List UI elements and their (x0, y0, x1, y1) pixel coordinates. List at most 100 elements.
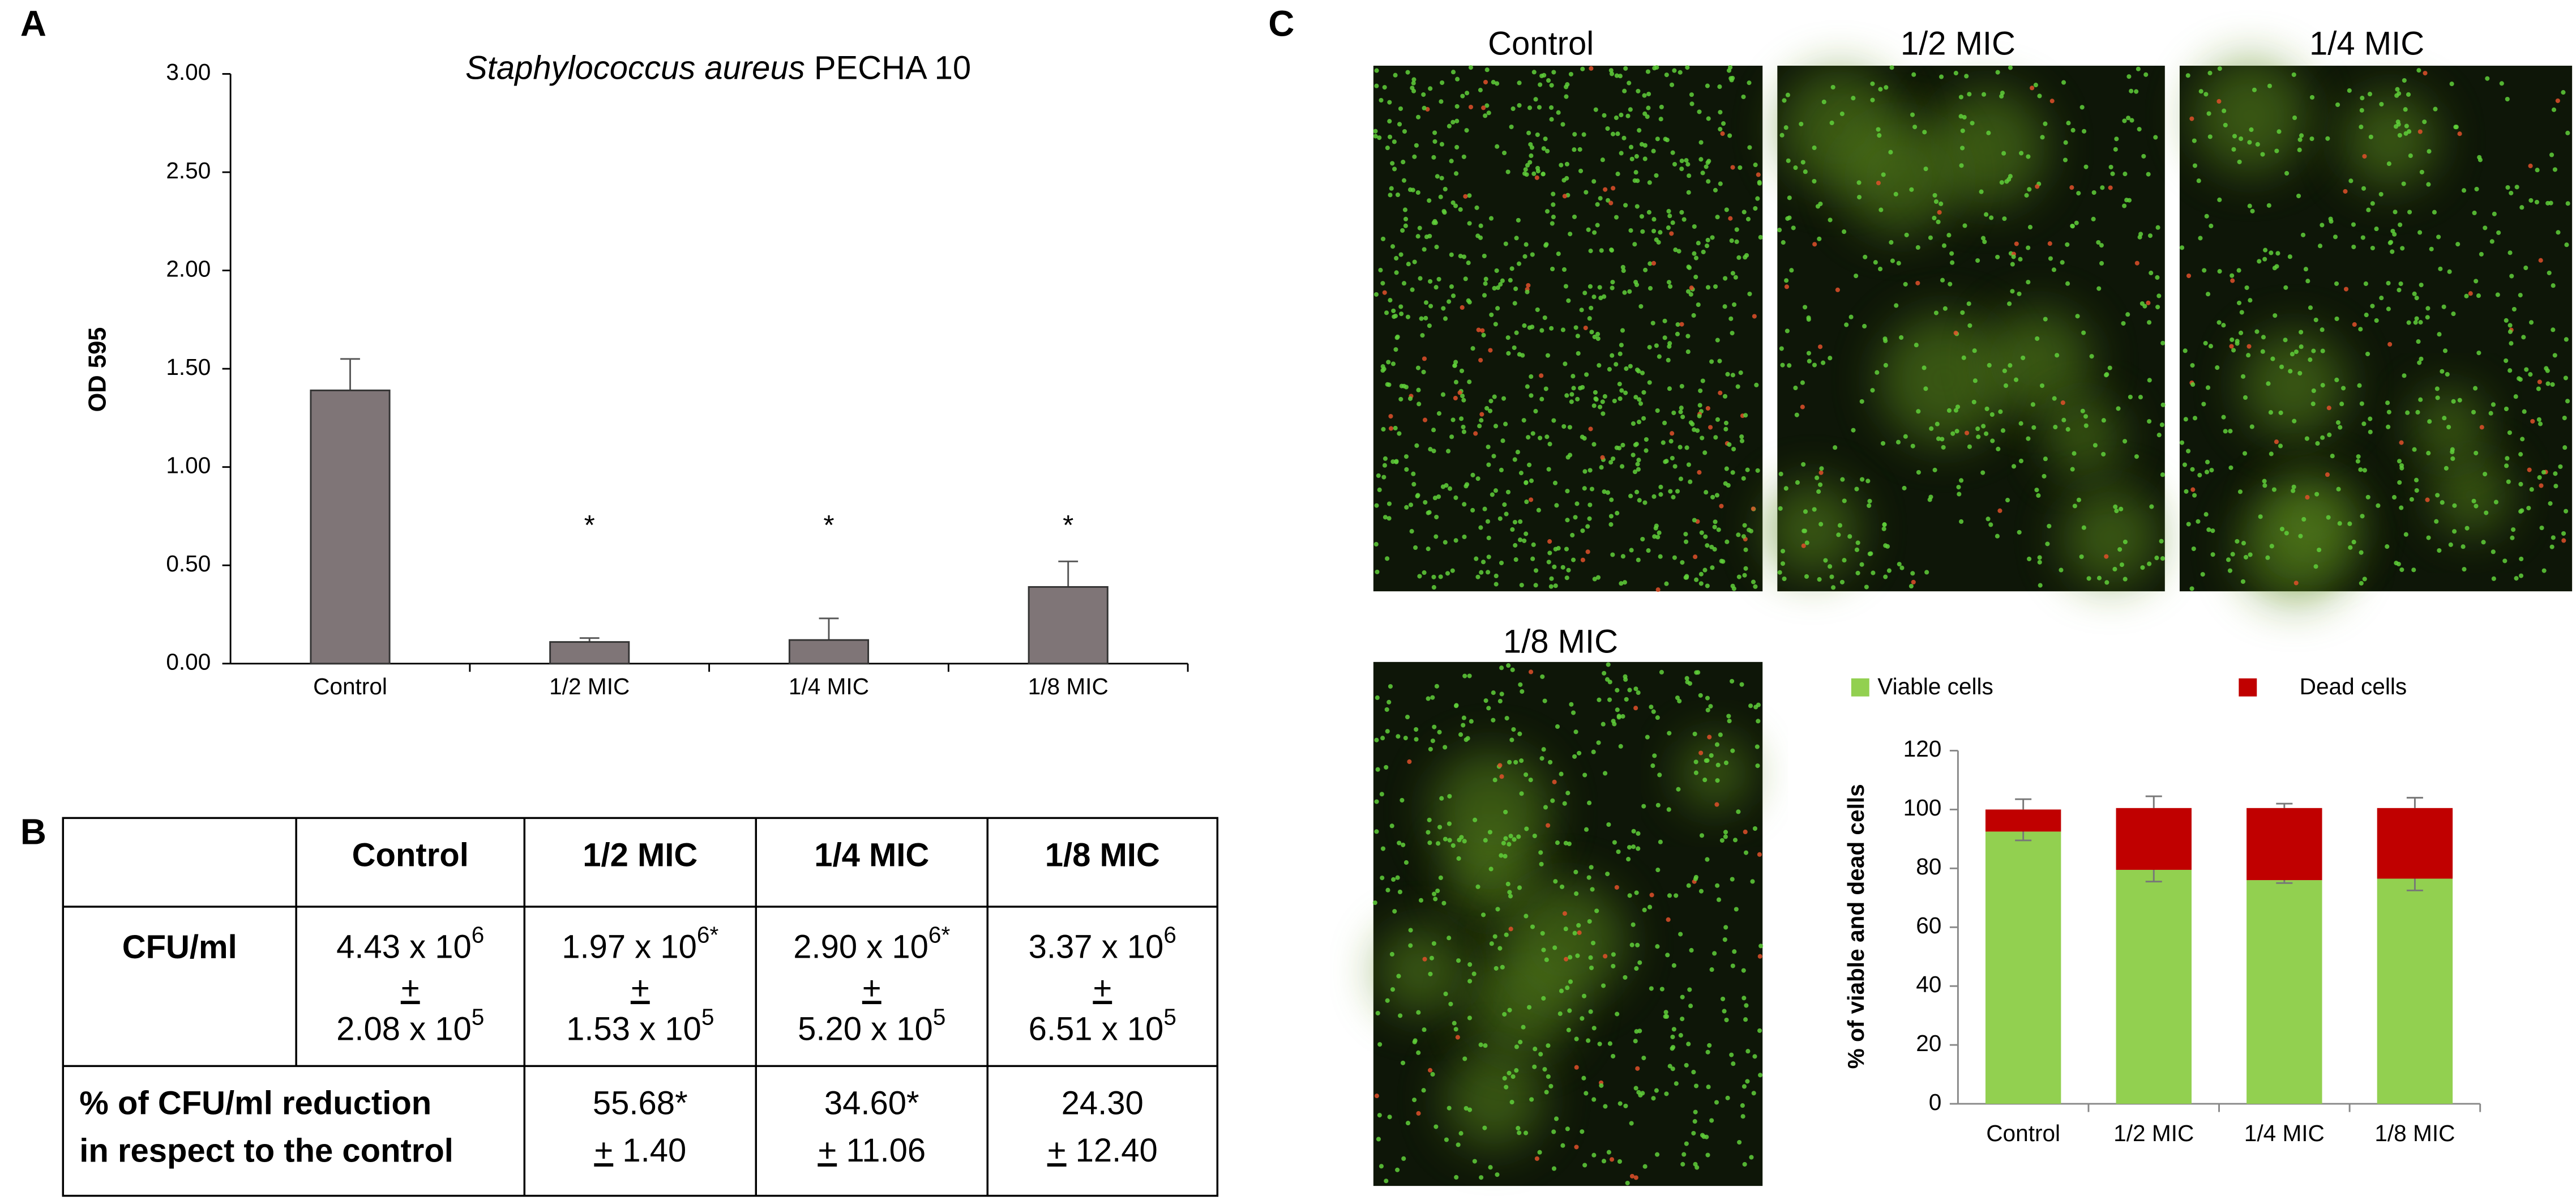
viable-cell (2541, 568, 2547, 573)
viable-cell (1803, 509, 1808, 514)
viable-cell (2359, 580, 2364, 586)
viable-cell (1592, 230, 1597, 235)
viable-cell (1694, 577, 1699, 582)
viable-cell (1634, 489, 1640, 494)
viable-cell (2100, 185, 2105, 190)
viable-cell (2416, 339, 2421, 344)
viable-cell (1500, 964, 1505, 970)
viable-cell (1674, 893, 1679, 898)
viable-cell (1398, 252, 1403, 257)
viable-cell (1489, 941, 1494, 946)
viable-cell (2209, 223, 2214, 229)
viable-cell (2210, 552, 2215, 557)
viable-cell (1531, 70, 1537, 75)
viable-cell (2550, 382, 2555, 387)
viable-cell (1730, 470, 1735, 475)
viable-cell (1693, 770, 1698, 775)
viable-cell (1587, 316, 1592, 321)
viable-cell (1621, 135, 1627, 140)
viable-cell (2534, 199, 2539, 204)
viable-cell (1726, 714, 1731, 719)
viable-cell (2541, 469, 2547, 475)
viable-cell (1680, 415, 1685, 420)
viable-cell (2104, 373, 2109, 378)
viable-cell (1567, 841, 1572, 847)
viable-cell (1516, 1126, 1521, 1131)
viable-cell (1541, 146, 1546, 151)
viable-cell (1535, 169, 1541, 174)
viable-cell (1652, 66, 1657, 71)
viable-cell (1450, 70, 1456, 75)
viable-cell (1495, 144, 1500, 149)
viable-cell (1458, 254, 1463, 259)
viable-cell (2205, 459, 2210, 464)
viable-cell (2418, 397, 2423, 402)
viable-cell (1932, 215, 1937, 221)
viable-cell (2228, 465, 2233, 470)
viable-cell (1893, 191, 1898, 197)
viable-cell (1374, 799, 1379, 804)
viable-cell (1681, 217, 1687, 222)
y-tick-label: 1.00 (166, 452, 211, 478)
viable-cell (1595, 336, 1601, 341)
viable-cell (1636, 420, 1642, 425)
viable-cell (1513, 557, 1518, 562)
viable-cell (2505, 96, 2510, 102)
viable-cell (1434, 245, 1439, 250)
viable-cell (1382, 85, 1387, 90)
viable-cell (1757, 1028, 1762, 1033)
viable-cell (1663, 1010, 1668, 1015)
viable-cell (1680, 560, 1685, 565)
viable-cell (1779, 133, 1785, 138)
viable-cell (2297, 137, 2303, 142)
viable-cell (1916, 469, 1921, 475)
viable-cell (2403, 131, 2408, 136)
viable-cell (1941, 445, 1946, 450)
viable-cell (2411, 567, 2416, 573)
viable-cell (2397, 288, 2402, 293)
viable-cell (1403, 860, 1409, 865)
viable-cell (1383, 456, 1388, 461)
viable-cell (1549, 576, 1554, 581)
viable-cell (1472, 1159, 1477, 1164)
viable-cell (2185, 73, 2190, 78)
viable-cell (1594, 908, 1599, 913)
viable-cell (1940, 437, 1945, 442)
viable-cell (2406, 92, 2411, 97)
viable-cell (1647, 904, 1653, 910)
viable-cell (1619, 112, 1624, 118)
viable-cell (1493, 424, 1499, 429)
viable-cell (1522, 254, 1527, 259)
viable-cell (1651, 1096, 1656, 1101)
viable-cell (1648, 261, 1653, 266)
viable-cell (1817, 236, 1822, 241)
viable-cell (1422, 570, 1427, 575)
viable-cell (1909, 584, 1914, 589)
viable-cell (1706, 116, 1711, 121)
viable-cell (1859, 562, 1864, 567)
viable-cell (1394, 335, 1400, 340)
viable-cell (1685, 334, 1691, 339)
viable-cell (1551, 1129, 1556, 1134)
table-header: 1/2 MIC (583, 836, 698, 873)
viable-cell (1495, 285, 1500, 291)
viable-cell (2386, 161, 2391, 166)
viable-cell (1591, 1026, 1597, 1031)
viable-cell (2347, 521, 2352, 526)
viable-cell (1401, 1156, 1406, 1161)
viable-cell (2123, 539, 2128, 544)
viable-cell (1443, 745, 1448, 750)
viable-cell (1381, 426, 1386, 432)
viable-cell (1513, 759, 1518, 765)
viable-cell (1467, 979, 1473, 984)
viable-cell (2053, 425, 2058, 430)
dead-cell (1577, 930, 1582, 935)
viable-cell (1693, 1109, 1698, 1115)
viable-cell (1479, 570, 1484, 575)
viable-cell (1400, 228, 1405, 233)
viable-cell (2010, 289, 2015, 294)
viable-cell (2091, 190, 2096, 195)
viable-cell (2147, 378, 2152, 383)
viable-cell (2005, 498, 2010, 503)
viable-cell (1465, 91, 1470, 96)
